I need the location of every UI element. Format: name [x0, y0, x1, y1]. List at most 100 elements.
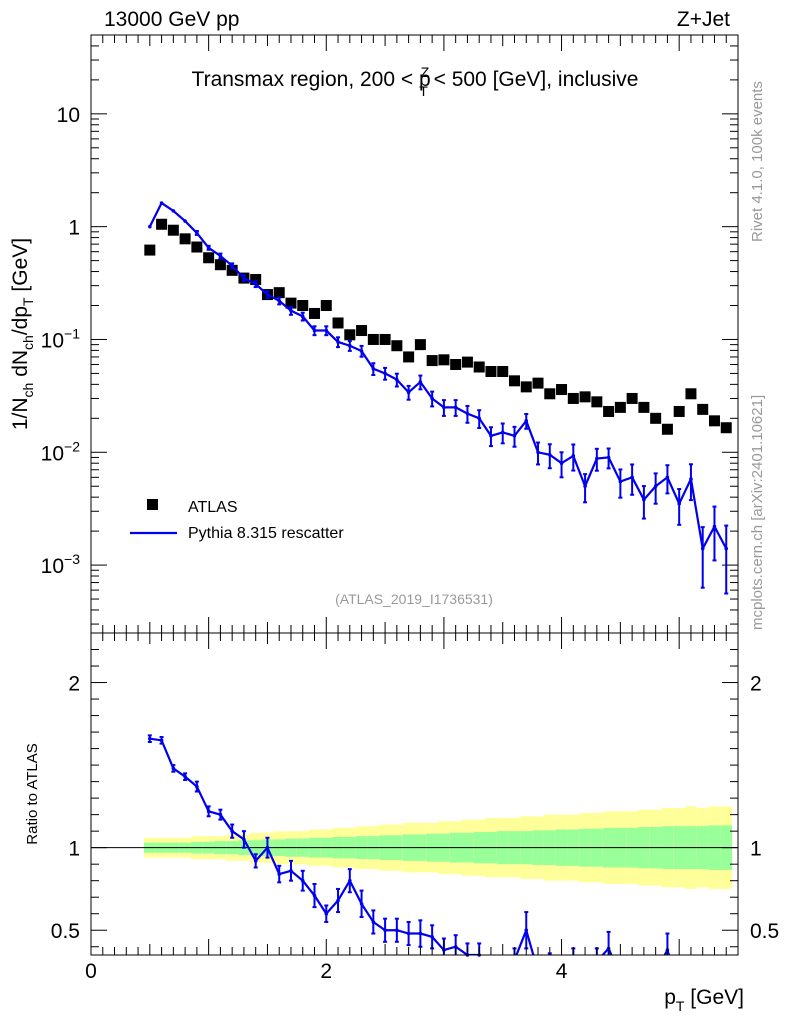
atlas-point: [508, 375, 520, 387]
atlas-point: [638, 401, 650, 413]
mc-point: [606, 455, 611, 460]
atlas-point: [626, 392, 638, 404]
atlas-point: [379, 333, 391, 345]
atlas-point: [720, 422, 732, 434]
ylabel-part-3: dN: [9, 350, 32, 383]
mc-point: [700, 546, 705, 551]
ratio-y-tick-labels: 0.5 0.5 1 1 2 2: [51, 673, 779, 944]
x-axis-label: pT [GeV]: [664, 986, 744, 1014]
ratio-axis-ticks: [90, 632, 739, 955]
atlas-point: [544, 388, 556, 400]
mc-point: [595, 456, 599, 461]
ratio-point: [371, 920, 376, 924]
atlas-point: [485, 366, 497, 378]
atlas-point: [685, 388, 697, 400]
ratio-point: [253, 859, 258, 863]
atlas-point: [497, 366, 509, 378]
mc-point: [618, 479, 623, 484]
plot-title: Transmax region, 200 < pZ T < 500 [GeV], …: [192, 64, 639, 99]
mc-point: [642, 497, 646, 502]
ratio-point: [359, 902, 364, 906]
ylabel-part-6: T: [20, 297, 36, 306]
atlas-point: [603, 405, 615, 417]
mc-point: [500, 430, 505, 435]
ratio-ylabel: Ratio to ATLAS: [24, 743, 41, 844]
mc-point: [383, 371, 387, 376]
main-y-tick-label: 10: [57, 104, 80, 127]
atlas-point: [285, 297, 297, 309]
mc-point: [371, 366, 376, 371]
ratio-point: [183, 774, 187, 779]
atlas-point: [144, 244, 156, 256]
atlas-point: [579, 391, 591, 403]
mc-point: [712, 524, 717, 529]
title-sup: Z: [421, 64, 430, 80]
main-y-tick-label: 1: [68, 217, 80, 240]
mc-point: [289, 308, 293, 313]
ratio-point: [148, 736, 152, 741]
ratio-points: [148, 736, 670, 957]
ratio-point: [430, 935, 434, 939]
ratio-point: [242, 837, 246, 842]
mc-point: [442, 405, 446, 410]
mc-point: [489, 433, 493, 438]
atlas-point: [391, 340, 403, 352]
atlas-point: [650, 412, 662, 424]
mc-point: [218, 254, 223, 258]
ratio-point: [218, 812, 223, 817]
main-axis-ticks: [90, 34, 739, 633]
mc-point: [324, 328, 329, 333]
rivet-version-label: Rivet 4.1.0, 100k events: [749, 81, 766, 242]
atlas-point: [250, 274, 262, 286]
ylabel-part-2: ch: [20, 383, 36, 398]
mc-point: [395, 377, 399, 382]
atlas-point: [167, 224, 179, 236]
legend-atlas-label: ATLAS: [188, 499, 238, 516]
atlas-point: [414, 339, 426, 351]
atlas-point: [297, 300, 309, 312]
ratio-point: [312, 893, 317, 898]
ratio-frame: [90, 632, 739, 956]
mc-point: [242, 276, 246, 280]
mc-point: [630, 475, 634, 480]
atlas-point: [697, 403, 709, 415]
atlas-point: [661, 423, 673, 435]
mc-point: [559, 461, 564, 466]
ratio-point: [230, 829, 234, 833]
ratio-point: [195, 784, 199, 789]
mc-point: [477, 416, 482, 421]
atlas-point: [332, 317, 344, 329]
x-tick-label: 2: [320, 960, 332, 983]
xlabel-sub: T: [676, 998, 685, 1014]
ratio-series-line: [149, 737, 671, 955]
ratio-point: [383, 928, 387, 933]
header-right: Z+Jet: [677, 8, 730, 31]
mc-point: [348, 343, 352, 348]
analysis-id: (ATLAS_2019_I1736531): [335, 591, 493, 607]
ratio-y-tick-label: 1: [68, 838, 80, 861]
title-main: Transmax region, 200 < p: [192, 68, 431, 91]
atlas-point: [520, 381, 532, 393]
mc-points: [148, 201, 729, 551]
ratio-panel: 0.5 0.5 1 1 2 2 0 2 4 Ratio to ATLAS: [24, 632, 779, 983]
ylabel-part-4: ch: [20, 335, 36, 350]
title-tail: < 500 [GeV], inclusive: [428, 68, 639, 91]
tick-exponent: −2: [64, 438, 80, 454]
mc-point: [230, 263, 234, 268]
tick-base: 10: [41, 442, 64, 465]
main-frame: [90, 34, 739, 634]
atlas-point: [320, 300, 332, 312]
atlas-point: [356, 325, 368, 337]
ratio-point: [395, 928, 399, 933]
atlas-point: [567, 392, 579, 404]
tick-base: 1: [68, 217, 80, 240]
ratio-point: [336, 898, 340, 903]
atlas-point: [450, 358, 462, 370]
mc-point: [430, 396, 434, 401]
mc-point: [312, 328, 317, 333]
atlas-point: [367, 333, 379, 345]
ratio-point: [289, 868, 293, 873]
atlas-point: [556, 384, 568, 396]
mc-point: [547, 452, 552, 457]
